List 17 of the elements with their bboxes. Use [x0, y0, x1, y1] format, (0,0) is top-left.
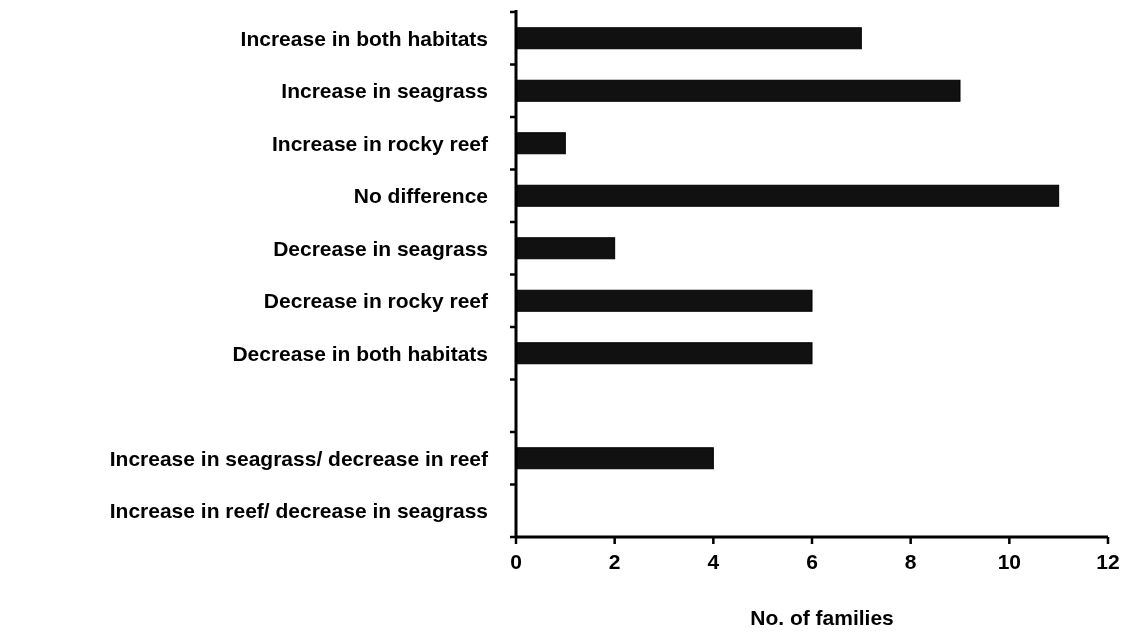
- y-tick-label: Increase in both habitats: [240, 26, 488, 50]
- x-tick-label: 12: [1096, 550, 1120, 573]
- x-tick-label: 8: [904, 550, 917, 573]
- y-tick-label: Decrease in rocky reef: [263, 289, 490, 313]
- y-tick-label: Decrease in both habitats: [232, 341, 488, 365]
- x-tick-label: 2: [608, 550, 621, 573]
- y-tick-label: No difference: [353, 184, 488, 208]
- x-axis-title: No. of families: [750, 606, 894, 629]
- y-tick-label: Increase in seagrass/ decrease in reef: [109, 446, 489, 470]
- x-tick-label: 6: [806, 550, 818, 573]
- x-tick-label: 0: [510, 550, 522, 573]
- y-tick-label: Decrease in seagrass: [273, 236, 488, 260]
- x-tick-label: 10: [997, 550, 1022, 573]
- x-tick-label: 4: [707, 550, 720, 573]
- y-tick-label: Increase in reef/ decrease in seagrass: [109, 499, 488, 523]
- y-tick-label: Increase in rocky reef: [272, 131, 489, 155]
- y-tick-label: Increase in seagrass: [281, 79, 488, 103]
